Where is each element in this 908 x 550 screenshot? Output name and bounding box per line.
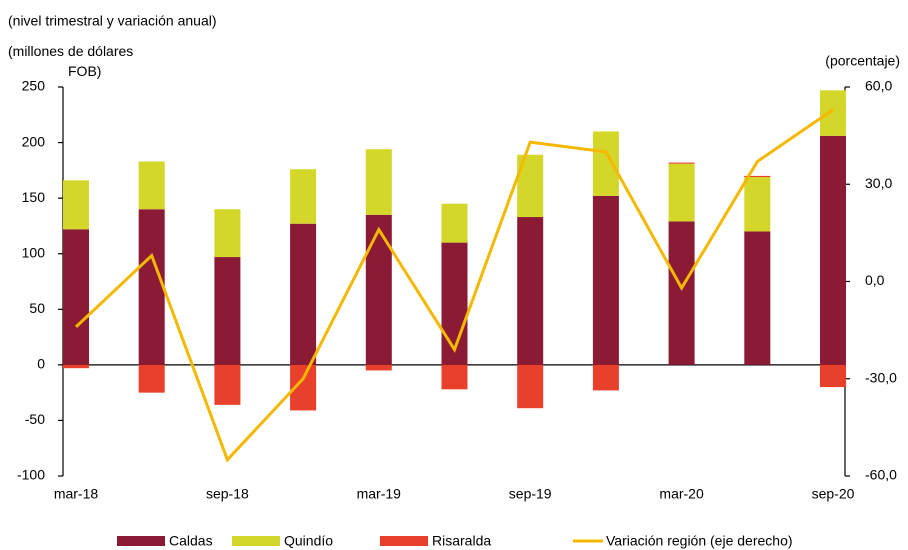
y-tick-label: 200 [22,133,46,149]
bar [138,364,165,393]
legend-label: Caldas [169,533,213,549]
bar [744,175,771,178]
bar [820,364,846,388]
y2-tick-label: 30,0 [865,175,892,191]
y-axis-label: (millones de dólares FOB) [8,43,133,79]
bar [63,229,89,365]
y2-axis-label: (porcentaje) [825,53,900,69]
legend-swatch [380,536,428,546]
bar [441,242,468,365]
bar [668,163,695,222]
bar [820,135,846,365]
bar [820,90,846,136]
x-tick-label: sep-19 [509,486,552,502]
bar [214,209,241,258]
x-tick-label: sep-20 [812,486,855,502]
y2-tick-label: -30,0 [865,369,897,385]
bar [517,217,544,365]
bar [63,364,89,369]
bar [214,364,241,405]
bar [63,180,89,230]
bar [441,364,468,390]
bar [668,221,695,365]
legend-label: Quindío [284,533,333,549]
x-tick-label: mar-20 [659,486,704,502]
y2-tick-label: -60,0 [865,467,897,483]
y-tick-label: 150 [22,189,46,205]
bar [744,231,771,365]
y-tick-label: 100 [22,244,46,260]
bar [138,209,165,365]
y-tick-label: 250 [22,78,46,94]
bar [441,203,468,243]
bar [592,195,619,365]
legend-label: Variación región (eje derecho) [606,533,793,549]
line [74,108,834,463]
legend-swatch [232,536,280,546]
y-tick-label: -50 [25,411,45,427]
y2-tick-label: 60,0 [865,78,892,94]
bar [365,214,392,365]
bar [744,177,771,232]
x-tick-label: mar-18 [54,486,99,502]
y-tick-label: -100 [17,467,45,483]
bar [365,149,392,215]
bar [214,257,241,365]
legend-label: Risaralda [432,533,491,549]
bar [138,161,165,210]
bar [290,169,317,224]
bar [290,223,317,365]
bar [517,364,544,409]
x-tick-label: sep-18 [206,486,249,502]
bar [592,364,619,391]
bar [668,162,695,164]
y-tick-label: 0 [37,356,45,372]
bar [592,131,619,196]
chart-subtitle: (nivel trimestral y variación anual) [8,13,217,29]
bar [365,364,392,371]
x-tick-label: mar-19 [357,486,402,502]
legend-swatch [117,536,165,546]
y2-tick-label: 0,0 [865,272,885,288]
y-tick-label: 50 [29,300,45,316]
